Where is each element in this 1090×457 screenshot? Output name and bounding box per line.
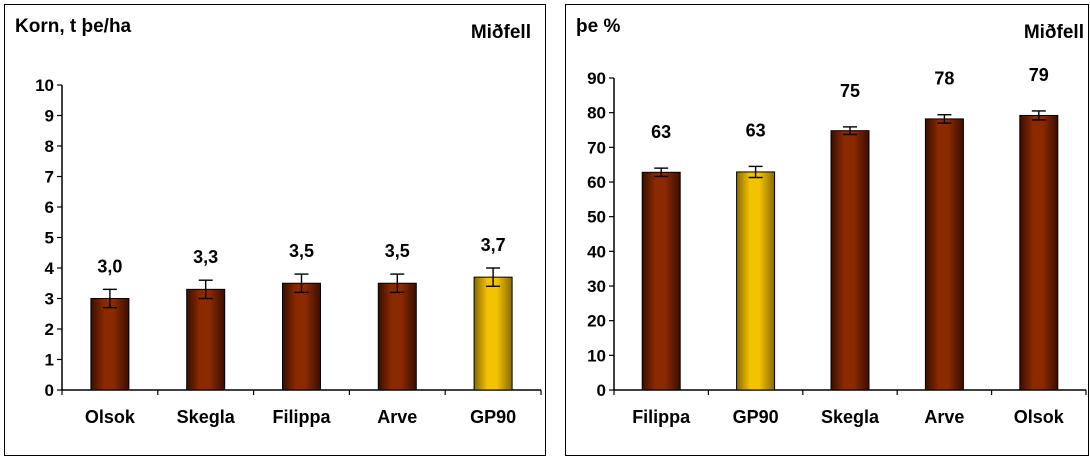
x-tick-label: Skegla [177,407,236,427]
bar-olsok [1019,114,1059,391]
y-tick-label: 4 [45,259,55,278]
bar-filippa [282,282,321,391]
bar-arve [377,282,417,391]
bar-gp90 [473,276,513,391]
chart-panel-yield: Korn, t þe/ha Miðfell 0 1 2 3 4 5 6 7 8 9 10 3,0 Ols… [4,4,546,456]
chart-location-label: Miðfell [1023,22,1084,43]
y-tick-label: 0 [45,381,54,400]
data-label: 78 [934,69,954,89]
data-label: 63 [651,122,671,142]
y-tick-label: 50 [587,208,606,227]
data-label: 3,0 [97,256,122,276]
x-tick-label: Olsok [1014,407,1065,427]
data-label: 79 [1029,65,1049,85]
data-label: 75 [840,81,860,101]
dry-matter-bar-chart: 0 10 20 30 40 50 60 70 80 90 63 Filippa 63 GP90 75 Skeg… [587,65,1087,427]
y-tick-label: 20 [587,312,606,331]
x-tick-label: Olsok [85,407,136,427]
data-label: 3,3 [193,247,218,267]
y-tick-label: 90 [587,69,606,88]
x-tick-label: Arve [924,407,964,427]
yield-bar-chart: 0 1 2 3 4 5 6 7 8 9 10 3,0 Olsok 3,3 Skegla 3,5 Filippa 3… [35,76,542,427]
y-tick-label: 6 [45,198,54,217]
x-tick-label: Filippa [632,407,691,427]
y-tick-label: 10 [587,346,606,365]
y-tick-label: 60 [587,173,606,192]
bar-arve [924,118,964,391]
chart-title: Korn, t þe/ha [15,16,132,37]
chart-panel-dry-matter: þe % Miðfell 0 10 20 30 40 50 60 70 80 90 63 Filipp… [565,4,1089,456]
y-tick-label: 70 [587,138,606,157]
y-tick-label: 80 [587,104,606,123]
y-tick-label: 30 [587,277,606,296]
y-tick-label: 0 [597,381,606,400]
y-tick-label: 7 [45,168,54,187]
x-tick-label: GP90 [733,407,779,427]
y-tick-label: 5 [45,229,54,248]
y-tick-label: 10 [35,76,54,95]
bar-skegla [186,288,226,391]
y-tick-label: 40 [587,242,606,261]
x-tick-label: GP90 [470,407,516,427]
y-tick-label: 3 [45,290,54,309]
y-tick-label: 8 [45,137,54,156]
y-tick-label: 1 [45,351,54,370]
x-tick-label: Skegla [821,407,880,427]
bar-gp90 [736,171,776,391]
bar-olsok [90,298,130,391]
bar-skegla [830,130,870,391]
data-label: 3,7 [481,235,506,255]
chart-location-label: Miðfell [470,22,531,43]
data-label: 3,5 [289,241,314,261]
y-tick-label: 9 [45,107,54,126]
data-label: 63 [746,120,766,140]
y-tick-label: 2 [45,320,54,339]
bar-filippa [641,171,681,391]
data-label: 3,5 [385,241,410,261]
x-tick-label: Filippa [273,407,332,427]
x-tick-label: Arve [377,407,417,427]
chart-title: þe % [576,16,621,37]
